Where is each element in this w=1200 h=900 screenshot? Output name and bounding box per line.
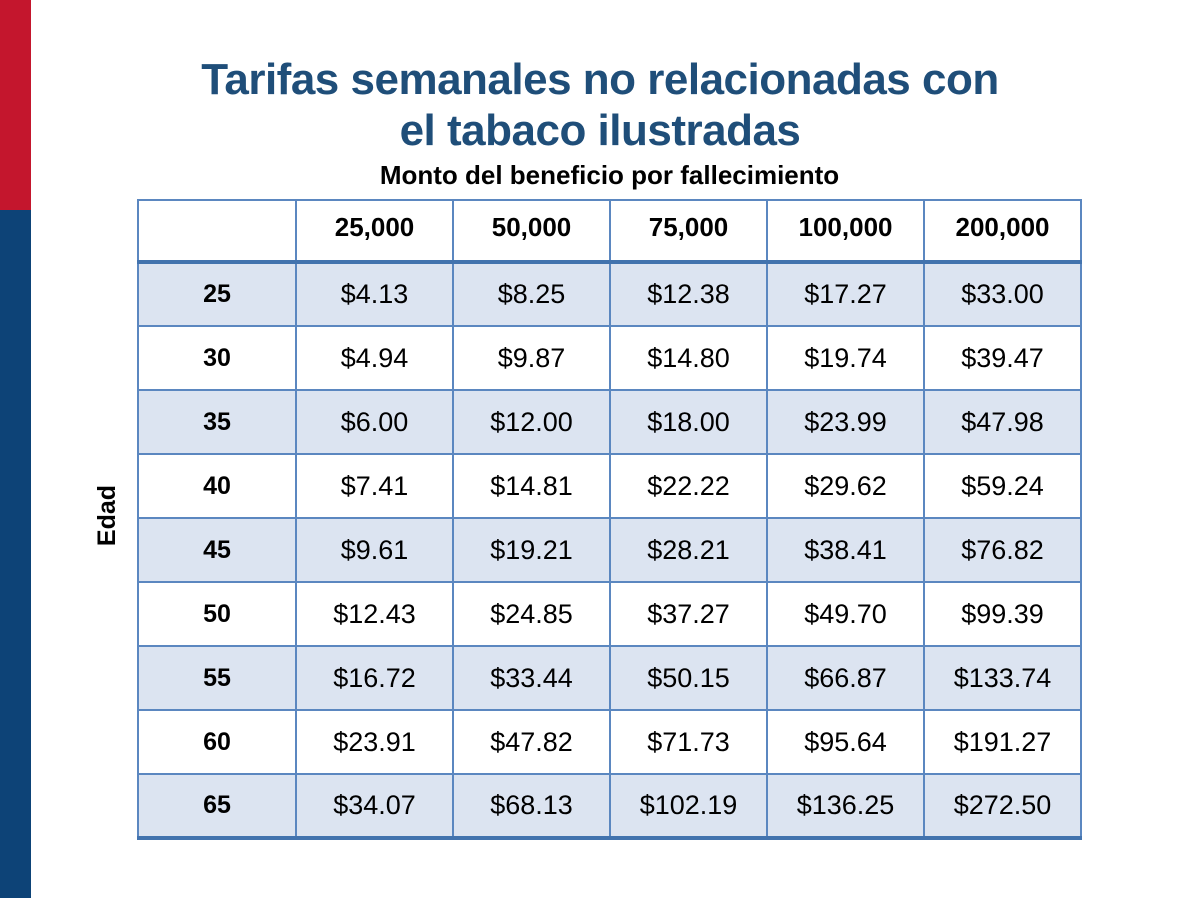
rate-cell: $9.87 — [452, 325, 611, 391]
age-cell: 60 — [137, 709, 297, 775]
amount-header-cell: 200,000 — [923, 199, 1082, 264]
rate-cell: $12.43 — [295, 581, 454, 647]
age-cell: 55 — [137, 645, 297, 711]
rate-cell: $66.87 — [766, 645, 925, 711]
rate-cell: $16.72 — [295, 645, 454, 711]
table-row: 35 $6.00 $12.00 $18.00 $23.99 $47.98 — [137, 389, 1082, 455]
table-row: 55 $16.72 $33.44 $50.15 $66.87 $133.74 — [137, 645, 1082, 711]
corner-cell — [137, 199, 297, 264]
rate-cell: $12.00 — [452, 389, 611, 455]
rate-cell: $47.82 — [452, 709, 611, 775]
age-cell: 50 — [137, 581, 297, 647]
rates-table-wrap: 25,000 50,000 75,000 100,000 200,000 25 $4.13… — [137, 199, 1082, 840]
rate-cell: $19.21 — [452, 517, 611, 583]
rate-cell: $59.24 — [923, 453, 1082, 519]
rate-cell: $24.85 — [452, 581, 611, 647]
rate-cell: $102.19 — [609, 773, 768, 840]
rate-cell: $133.74 — [923, 645, 1082, 711]
table-row: 65 $34.07 $68.13 $102.19 $136.25 $272.50 — [137, 773, 1082, 840]
age-cell: 35 — [137, 389, 297, 455]
rate-cell: $39.47 — [923, 325, 1082, 391]
left-accent-bar-red — [0, 0, 31, 210]
rate-cell: $99.39 — [923, 581, 1082, 647]
rate-cell: $22.22 — [609, 453, 768, 519]
table-row: 45 $9.61 $19.21 $28.21 $38.41 $76.82 — [137, 517, 1082, 583]
rate-cell: $47.98 — [923, 389, 1082, 455]
rate-cell: $14.81 — [452, 453, 611, 519]
table-row: 50 $12.43 $24.85 $37.27 $49.70 $99.39 — [137, 581, 1082, 647]
age-cell: 25 — [137, 261, 297, 327]
rate-cell: $38.41 — [766, 517, 925, 583]
age-cell: 45 — [137, 517, 297, 583]
rate-cell: $28.21 — [609, 517, 768, 583]
rate-cell: $12.38 — [609, 261, 768, 327]
table-body: 25 $4.13 $8.25 $12.38 $17.27 $33.00 30 $4.94 $9.… — [137, 261, 1082, 840]
rate-cell: $136.25 — [766, 773, 925, 840]
page-title-line2: el tabaco ilustradas — [399, 106, 801, 156]
rate-cell: $7.41 — [295, 453, 454, 519]
rate-cell: $191.27 — [923, 709, 1082, 775]
amount-header-cell: 100,000 — [766, 199, 925, 264]
rate-cell: $33.00 — [923, 261, 1082, 327]
rate-cell: $33.44 — [452, 645, 611, 711]
rate-cell: $4.94 — [295, 325, 454, 391]
page-title-line1: Tarifas semanales no relacionadas con — [201, 55, 999, 105]
row-axis-label-wrap: Edad — [76, 430, 140, 600]
amount-header-cell: 25,000 — [295, 199, 454, 264]
age-cell: 30 — [137, 325, 297, 391]
left-accent-bar-navy — [0, 210, 31, 898]
rate-cell: $272.50 — [923, 773, 1082, 840]
rate-cell: $23.91 — [295, 709, 454, 775]
rate-cell: $23.99 — [766, 389, 925, 455]
table-row: 25 $4.13 $8.25 $12.38 $17.27 $33.00 — [137, 261, 1082, 327]
rate-cell: $71.73 — [609, 709, 768, 775]
rate-cell: $49.70 — [766, 581, 925, 647]
table-header-row: 25,000 50,000 75,000 100,000 200,000 — [137, 199, 1082, 264]
amount-header-cell: 50,000 — [452, 199, 611, 264]
rate-cell: $6.00 — [295, 389, 454, 455]
age-cell: 65 — [137, 773, 297, 840]
rate-cell: $34.07 — [295, 773, 454, 840]
row-axis-label: Edad — [93, 484, 122, 546]
amount-header-cell: 75,000 — [609, 199, 768, 264]
rate-cell: $17.27 — [766, 261, 925, 327]
rate-cell: $18.00 — [609, 389, 768, 455]
rate-cell: $76.82 — [923, 517, 1082, 583]
rate-cell: $37.27 — [609, 581, 768, 647]
rate-cell: $50.15 — [609, 645, 768, 711]
rate-cell: $14.80 — [609, 325, 768, 391]
rate-cell: $19.74 — [766, 325, 925, 391]
rate-cell: $4.13 — [295, 261, 454, 327]
page-title: Tarifas semanales no relacionadas con el … — [0, 55, 1200, 156]
table-row: 30 $4.94 $9.87 $14.80 $19.74 $39.47 — [137, 325, 1082, 391]
age-cell: 40 — [137, 453, 297, 519]
table-row: 40 $7.41 $14.81 $22.22 $29.62 $59.24 — [137, 453, 1082, 519]
rate-cell: $8.25 — [452, 261, 611, 327]
rate-cell: $68.13 — [452, 773, 611, 840]
rates-table: 25,000 50,000 75,000 100,000 200,000 25 $4.13… — [137, 199, 1082, 840]
rate-cell: $9.61 — [295, 517, 454, 583]
rate-cell: $95.64 — [766, 709, 925, 775]
rate-cell: $29.62 — [766, 453, 925, 519]
table-caption: Monto del beneficio por fallecimiento — [379, 160, 840, 190]
table-row: 60 $23.91 $47.82 $71.73 $95.64 $191.27 — [137, 709, 1082, 775]
